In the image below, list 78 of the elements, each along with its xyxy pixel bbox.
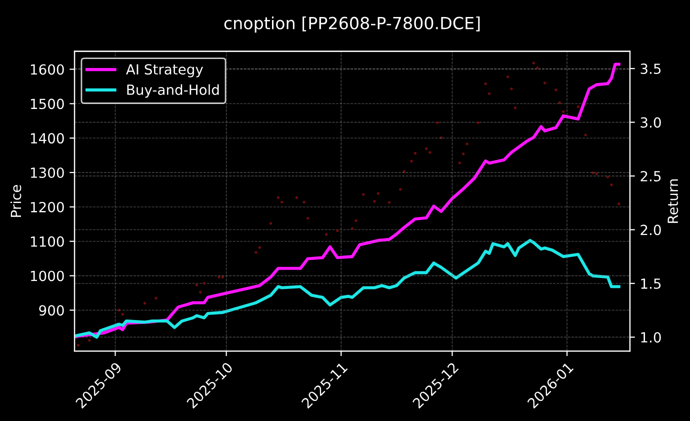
point <box>576 105 580 108</box>
point <box>376 192 380 195</box>
point <box>414 152 417 155</box>
point <box>388 201 391 204</box>
y2-tick-label: 1.5 <box>641 278 661 289</box>
point <box>410 160 413 163</box>
point <box>258 246 262 249</box>
point <box>254 250 258 254</box>
point <box>466 142 468 146</box>
line-series <box>74 238 620 339</box>
point <box>510 87 513 90</box>
chart-title: cnoption [PP2608-P-7800.DCE] <box>224 16 480 33</box>
y-axis-title: Price <box>10 185 22 217</box>
point <box>121 312 124 316</box>
y2-tick-label: 3.5 <box>640 64 661 74</box>
y2-tick-label: 3.0 <box>640 117 661 128</box>
point <box>350 227 354 230</box>
point <box>606 176 610 178</box>
point <box>436 121 439 124</box>
y2-axis-title: Return <box>668 179 678 223</box>
point <box>428 151 432 154</box>
point <box>154 296 158 300</box>
y2-tick-label: 2.0 <box>640 224 661 236</box>
point <box>536 66 539 70</box>
point <box>595 172 598 176</box>
point <box>610 184 613 186</box>
point <box>306 216 310 220</box>
y-tick-label: 1400 <box>30 133 64 144</box>
point <box>143 302 146 305</box>
point <box>354 219 358 222</box>
point <box>584 134 587 136</box>
point <box>118 308 120 312</box>
y-tick-label: 1300 <box>30 167 64 178</box>
point <box>424 147 428 150</box>
point <box>562 110 565 113</box>
point <box>476 121 480 124</box>
point <box>199 290 202 294</box>
point <box>362 193 365 196</box>
point <box>221 276 224 279</box>
point <box>302 200 306 204</box>
point <box>440 136 443 140</box>
point <box>218 276 220 279</box>
point <box>373 200 376 203</box>
point <box>558 101 561 104</box>
y-tick-label: 1000 <box>30 270 64 282</box>
y2-tick-label: 1.0 <box>641 332 661 343</box>
point <box>532 62 536 64</box>
point <box>402 170 406 173</box>
line-series <box>74 62 620 339</box>
point <box>514 106 517 110</box>
y2-tick-label: 2.5 <box>640 170 661 182</box>
point <box>554 88 558 92</box>
legend-label: Buy-and-Hold <box>127 84 219 98</box>
point <box>543 82 546 84</box>
y-tick-label: 1200 <box>30 202 64 212</box>
point <box>269 222 272 225</box>
point <box>488 92 491 96</box>
y-tick-label: 1500 <box>30 98 64 110</box>
y-tick-label: 1100 <box>30 236 64 247</box>
point <box>76 344 80 347</box>
point <box>195 284 198 286</box>
point <box>398 188 402 191</box>
point <box>280 200 284 204</box>
y-tick-label: 1600 <box>30 64 64 75</box>
point <box>324 233 328 236</box>
point <box>202 282 206 285</box>
point <box>276 196 280 200</box>
point <box>88 339 91 342</box>
point <box>336 229 339 232</box>
point <box>295 196 298 200</box>
point <box>592 171 594 174</box>
point <box>506 75 510 78</box>
point <box>617 202 620 206</box>
point <box>484 82 487 86</box>
point <box>462 152 465 156</box>
y-tick-label: 900 <box>39 305 64 316</box>
legend-label: AI Strategy <box>126 64 204 78</box>
point <box>458 161 462 164</box>
